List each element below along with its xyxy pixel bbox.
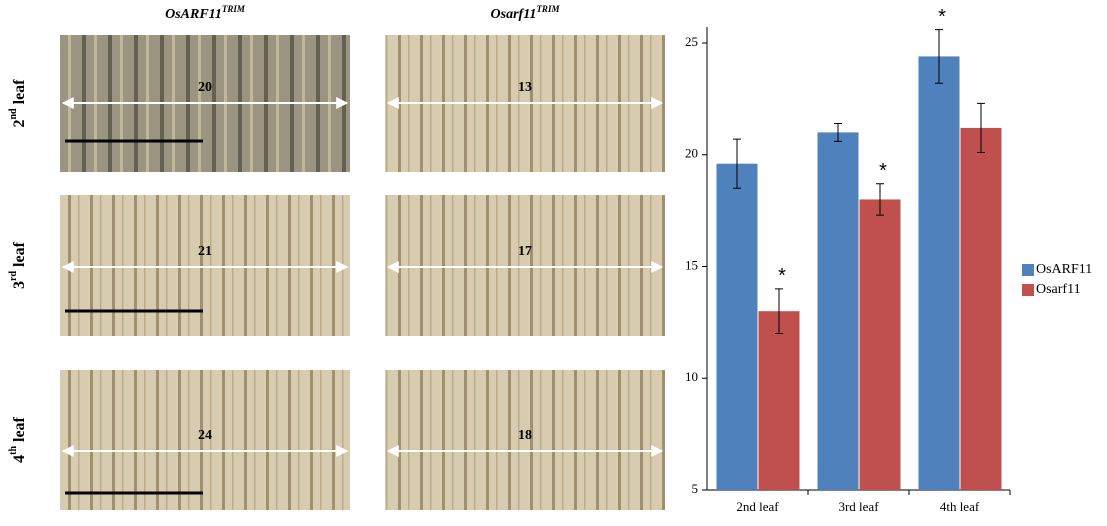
x-tick-label: 3rd leaf bbox=[838, 499, 879, 514]
column-header: Osarf11TRIM bbox=[491, 4, 561, 22]
error-bar bbox=[977, 102, 985, 154]
bar bbox=[817, 132, 859, 490]
column-header: OsARF11TRIM bbox=[165, 4, 246, 22]
significance-marker: * bbox=[879, 160, 887, 182]
bar bbox=[918, 56, 960, 490]
significance-marker: * bbox=[778, 265, 786, 287]
y-tick-label: 20 bbox=[685, 146, 698, 161]
x-tick-label: 4th leaf bbox=[940, 499, 980, 514]
legend-label: OsARF11 bbox=[1036, 262, 1092, 277]
bar bbox=[716, 163, 758, 490]
leaf-photo bbox=[60, 370, 350, 510]
legend-swatch bbox=[1022, 284, 1034, 296]
error-bar bbox=[834, 122, 842, 142]
text-part: leaf bbox=[11, 416, 28, 442]
legend-label: Osarf11 bbox=[1036, 282, 1081, 297]
row-label: 4th leaf bbox=[8, 416, 27, 462]
text-part: TRIM bbox=[536, 4, 560, 14]
text-part: TRIM bbox=[222, 4, 246, 14]
bar bbox=[859, 199, 901, 490]
text-part: nd bbox=[8, 108, 19, 120]
y-tick-label: 10 bbox=[685, 369, 698, 384]
vein-count: 24 bbox=[198, 428, 212, 443]
vein-count: 20 bbox=[198, 80, 212, 95]
vein-count: 13 bbox=[518, 80, 532, 95]
legend-swatch bbox=[1022, 264, 1034, 276]
vein-count: 17 bbox=[518, 244, 532, 259]
text-part: leaf bbox=[11, 79, 28, 105]
y-tick-label: 5 bbox=[692, 481, 699, 496]
significance-marker: * bbox=[938, 6, 946, 28]
row-label: 2nd leaf bbox=[8, 79, 27, 128]
leaf-photo bbox=[385, 195, 665, 336]
text-part: 4 bbox=[11, 455, 28, 463]
vein-count: 21 bbox=[198, 244, 212, 259]
y-tick-label: 25 bbox=[685, 34, 698, 49]
bar bbox=[758, 311, 800, 490]
leaf-photo bbox=[385, 370, 665, 510]
bar-chart: 5 10 15 20 25 2nd leaf 3rd leaf 4th leaf * * * OsAR… bbox=[685, 6, 1092, 514]
y-tick-label: 15 bbox=[685, 257, 698, 272]
text-part: OsARF11 bbox=[165, 7, 222, 22]
text-part: 3 bbox=[11, 281, 28, 289]
error-bar bbox=[876, 183, 884, 216]
text-part: Osarf11 bbox=[491, 7, 537, 22]
x-tick-label: 2nd leaf bbox=[736, 499, 779, 514]
text-part: rd bbox=[8, 270, 19, 280]
text-part: leaf bbox=[11, 241, 28, 267]
leaf-photo bbox=[60, 195, 350, 336]
vein-count: 18 bbox=[518, 428, 532, 443]
error-bar bbox=[935, 29, 943, 84]
error-bar bbox=[775, 288, 783, 335]
text-part: th bbox=[8, 446, 19, 455]
row-label: 3rd leaf bbox=[8, 241, 27, 289]
text-part: 2 bbox=[11, 120, 28, 128]
error-bar bbox=[733, 138, 741, 189]
bar bbox=[960, 127, 1002, 491]
